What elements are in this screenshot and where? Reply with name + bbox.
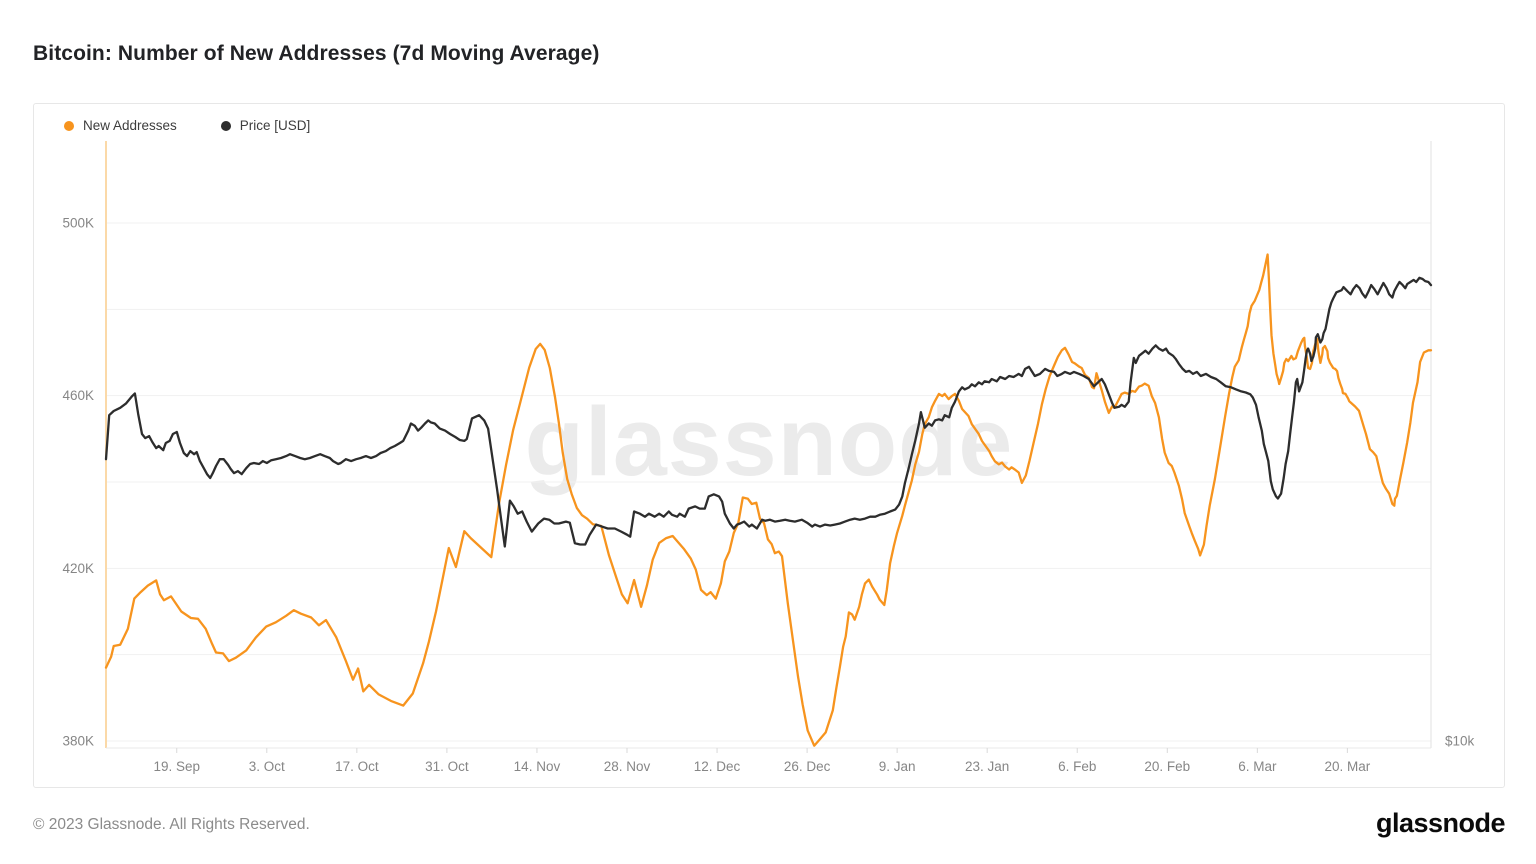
page-title: Bitcoin: Number of New Addresses (7d Mov… [33,42,600,65]
x-axis-label: 28. Nov [604,759,651,774]
chart-card: New Addresses Price [USD] glassnode 19. … [33,103,1505,788]
x-axis-label: 6. Feb [1058,759,1096,774]
price-usd-dot-icon [220,120,231,131]
legend-label-new-addresses: New Addresses [83,118,177,133]
legend-label-price-usd: Price [USD] [239,118,311,133]
x-axis-label: 12. Dec [694,759,741,774]
legend-item-new-addresses[interactable]: New Addresses [64,118,177,133]
x-axis-label: 20. Feb [1144,759,1190,774]
x-axis-label: 23. Jan [965,759,1009,774]
legend-item-price-usd[interactable]: Price [USD] [220,118,311,133]
y-axis-right-label: $10k [1445,734,1475,749]
glassnode-watermark: glassnode [524,387,1014,496]
y-axis-left-label: 380K [62,734,94,749]
chart-plot-area[interactable]: 19. Sep 3. Oct 17. Oct 31. Oct 14. Nov 28. No… [34,104,1504,787]
footer-copyright: © 2023 Glassnode. All Rights Reserved. [33,816,310,833]
x-axis-label: 31. Oct [425,759,469,774]
x-axis-label: 6. Mar [1238,759,1277,774]
x-axis-label: 20. Mar [1324,759,1370,774]
x-axis-label: 3. Oct [249,759,285,774]
x-axis-label: 9. Jan [879,759,916,774]
chart-legend: New Addresses Price [USD] [64,118,310,133]
x-axis-label: 17. Oct [335,759,379,774]
y-axis-left-label: 460K [62,388,94,403]
x-axis-label: 19. Sep [153,759,200,774]
y-axis-left-label: 420K [62,561,94,576]
x-axis-label: 14. Nov [514,759,561,774]
glassnode-logo: glassnode [1375,808,1506,838]
series-line-new-addresses[interactable] [104,253,1433,747]
new-addresses-dot-icon [64,120,74,131]
y-axis-left-label: 500K [62,216,94,231]
series-line-price-usd[interactable] [104,276,1433,548]
x-axis-label: 26. Dec [784,759,831,774]
